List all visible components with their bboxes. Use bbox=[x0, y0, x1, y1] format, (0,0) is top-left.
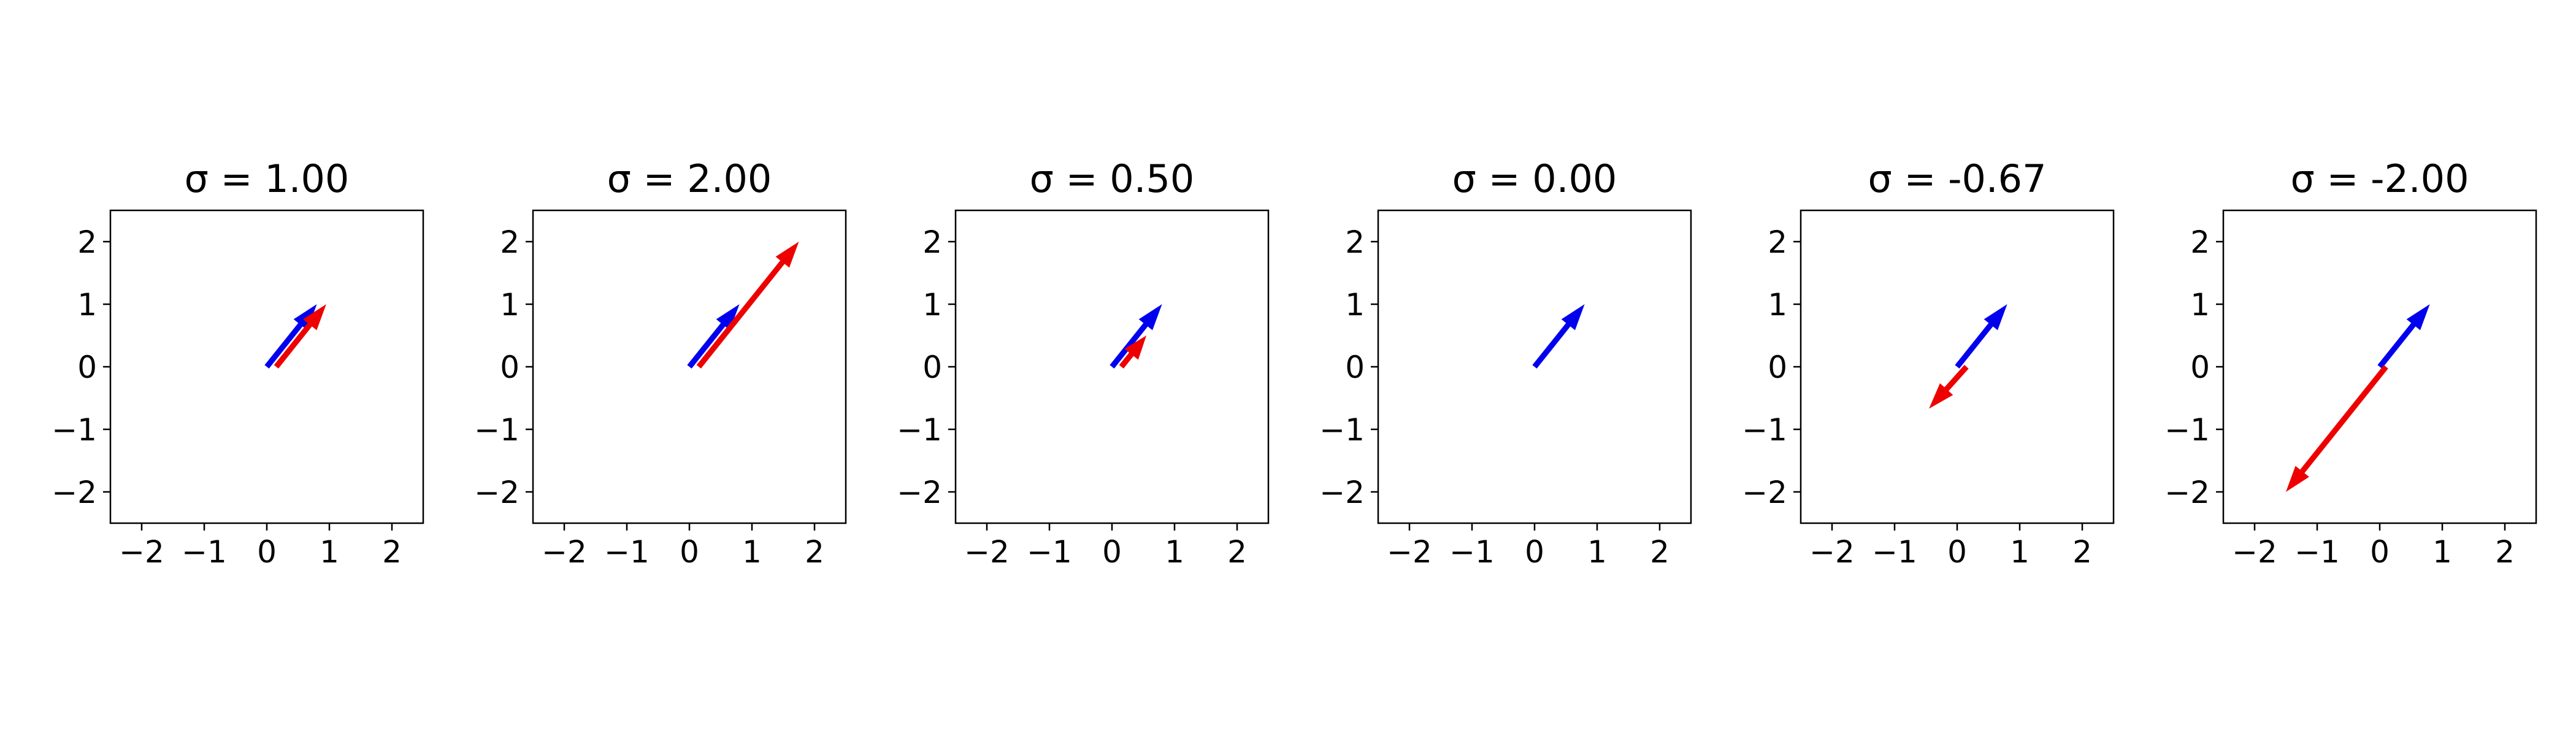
y-tick-label: 2 bbox=[77, 224, 97, 260]
x-tick-label: 1 bbox=[2432, 534, 2452, 570]
x-tick-label: 0 bbox=[1102, 534, 1122, 570]
x-tick-label: 2 bbox=[1227, 534, 1247, 570]
x-tick-label: 1 bbox=[742, 534, 762, 570]
y-tick-label: 1 bbox=[500, 287, 519, 323]
y-tick-label: 0 bbox=[2190, 350, 2210, 385]
x-tick-label: −1 bbox=[1027, 534, 1072, 570]
x-tick-label: 1 bbox=[2010, 534, 2030, 570]
red-scaled-vector-arrow bbox=[2286, 365, 2388, 492]
y-tick-label: 0 bbox=[1345, 350, 1365, 385]
x-tick-label: −2 bbox=[964, 534, 1010, 570]
x-tick-label: 2 bbox=[1650, 534, 1669, 570]
y-tick-label: 2 bbox=[922, 224, 942, 260]
x-tick-label: −2 bbox=[1809, 534, 1855, 570]
x-tick-label: −2 bbox=[1387, 534, 1432, 570]
red-scaled-vector-arrow bbox=[1119, 335, 1147, 369]
red-scaled-vector-arrow bbox=[696, 242, 799, 369]
x-tick-label: −1 bbox=[1449, 534, 1495, 570]
y-tick-label: −2 bbox=[52, 475, 97, 510]
y-tick-label: −1 bbox=[474, 412, 519, 448]
x-tick-label: 0 bbox=[257, 534, 277, 570]
y-tick-label: −2 bbox=[474, 475, 519, 510]
blue-vector-arrow bbox=[1532, 304, 1585, 369]
y-tick-label: −1 bbox=[1742, 412, 1787, 448]
y-tick-label: 2 bbox=[1345, 224, 1365, 260]
panel-title: σ = -2.00 bbox=[2290, 156, 2469, 201]
panel-title: σ = 0.00 bbox=[1452, 156, 1617, 201]
x-tick-label: 0 bbox=[1525, 534, 1544, 570]
blue-vector-arrow bbox=[264, 304, 317, 369]
x-tick-label: 2 bbox=[805, 534, 824, 570]
y-tick-label: −2 bbox=[1742, 475, 1787, 510]
x-tick-label: 2 bbox=[2072, 534, 2092, 570]
y-tick-label: 0 bbox=[1768, 350, 1787, 385]
x-tick-label: 2 bbox=[2495, 534, 2515, 570]
y-tick-label: −1 bbox=[897, 412, 942, 448]
vector-panel: σ = 0.00 −2 −1 0 1 2 2 1 0 −1 −2 bbox=[1319, 156, 1692, 570]
y-tick-label: 2 bbox=[2190, 224, 2210, 260]
x-tick-label: −2 bbox=[119, 534, 164, 570]
panel-title: σ = -0.67 bbox=[1868, 156, 2046, 201]
y-tick-label: −1 bbox=[2164, 412, 2210, 448]
panel-title: σ = 2.00 bbox=[607, 156, 772, 201]
y-tick-label: 0 bbox=[922, 350, 942, 385]
x-tick-label: 1 bbox=[1165, 534, 1184, 570]
y-tick-label: −1 bbox=[52, 412, 97, 448]
x-tick-label: 0 bbox=[680, 534, 699, 570]
y-tick-label: 1 bbox=[922, 287, 942, 323]
x-tick-label: −1 bbox=[182, 534, 227, 570]
y-tick-label: −2 bbox=[2164, 475, 2210, 510]
y-tick-label: −2 bbox=[1319, 475, 1365, 510]
vector-panel: σ = 1.00 −2 −1 0 1 2 2 1 0 −1 −2 bbox=[52, 156, 424, 570]
y-tick-label: −1 bbox=[1319, 412, 1365, 448]
red-scaled-vector-arrow bbox=[274, 304, 326, 369]
x-tick-label: 1 bbox=[1587, 534, 1607, 570]
y-tick-label: 1 bbox=[1345, 287, 1365, 323]
vector-panel: σ = -2.00 −2 −1 0 1 2 2 1 0 −1 −2 bbox=[2164, 156, 2537, 570]
blue-vector-arrow bbox=[1955, 304, 2007, 369]
x-tick-label: −1 bbox=[604, 534, 650, 570]
y-tick-label: 1 bbox=[77, 287, 97, 323]
y-tick-label: 2 bbox=[1768, 224, 1787, 260]
blue-vector-arrow bbox=[2377, 304, 2430, 369]
panel-title: σ = 1.00 bbox=[185, 156, 350, 201]
y-tick-label: 1 bbox=[2190, 287, 2210, 323]
x-tick-label: 0 bbox=[1947, 534, 1967, 570]
x-tick-label: 0 bbox=[2370, 534, 2390, 570]
vector-panel: σ = 2.00 −2 −1 0 1 2 2 1 0 −1 −2 bbox=[474, 156, 847, 570]
y-tick-label: −2 bbox=[897, 475, 942, 510]
blue-vector-arrow bbox=[687, 304, 740, 369]
x-tick-label: 1 bbox=[320, 534, 339, 570]
red-scaled-vector-arrow bbox=[1929, 364, 1969, 409]
y-tick-label: 0 bbox=[77, 350, 97, 385]
x-tick-label: −2 bbox=[542, 534, 587, 570]
y-tick-label: 2 bbox=[500, 224, 519, 260]
y-tick-label: 0 bbox=[500, 350, 519, 385]
x-tick-label: 2 bbox=[382, 534, 402, 570]
x-tick-label: −1 bbox=[2294, 534, 2340, 570]
x-tick-label: −2 bbox=[2232, 534, 2277, 570]
panel-title: σ = 0.50 bbox=[1030, 156, 1195, 201]
vector-panel: σ = 0.50 −2 −1 0 1 2 2 1 0 −1 −2 bbox=[897, 156, 1270, 570]
blue-vector-arrow bbox=[1110, 304, 1162, 369]
y-tick-label: 1 bbox=[1768, 287, 1787, 323]
x-tick-label: −1 bbox=[1872, 534, 1917, 570]
vector-panel: σ = -0.67 −2 −1 0 1 2 2 1 0 −1 −2 bbox=[1742, 156, 2115, 570]
